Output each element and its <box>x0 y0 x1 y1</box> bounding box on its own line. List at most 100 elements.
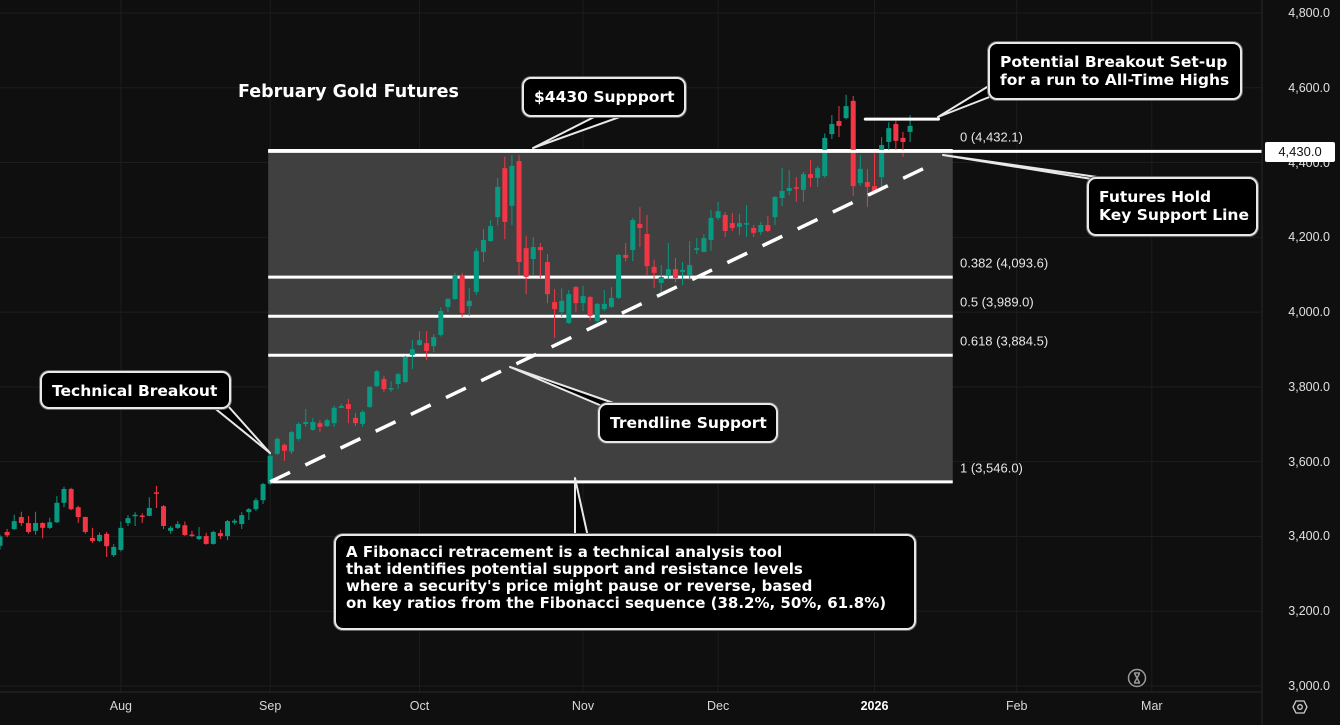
candle-body <box>488 226 494 242</box>
price-axis-label: 4,600.0 <box>1288 80 1330 95</box>
callout-futures-hold[interactable]: Futures Hold Key Support Line <box>1087 177 1258 236</box>
candle <box>395 372 401 390</box>
candle <box>544 254 550 304</box>
fib-level-label: 0 (4,432.1) <box>960 129 1023 145</box>
candle-body <box>530 247 536 260</box>
candle <box>118 521 124 552</box>
candle <box>246 508 252 520</box>
candle-body <box>217 533 223 537</box>
candle <box>54 496 60 523</box>
price-axis-label: 3,200.0 <box>1288 604 1330 619</box>
candle-body <box>722 214 728 231</box>
candle-body <box>729 223 735 228</box>
candle <box>473 248 479 295</box>
candle <box>601 290 607 311</box>
candle <box>416 331 422 346</box>
price-axis-label: 3,400.0 <box>1288 529 1330 544</box>
candle-body <box>345 404 351 409</box>
candle-body <box>61 488 67 503</box>
drawn-lines[interactable] <box>268 117 1262 484</box>
callout-fibonacci-note[interactable]: A Fibonacci retracement is a technical a… <box>334 534 916 630</box>
callout-line: Key Support Line <box>1099 206 1249 224</box>
candle-body <box>161 506 167 526</box>
candle-body <box>744 223 750 225</box>
candle <box>367 386 373 408</box>
candle-body <box>630 220 636 251</box>
candle <box>125 515 131 526</box>
candle-body <box>303 422 309 424</box>
callout-support[interactable]: $4430 Suppport <box>522 77 686 117</box>
candle <box>537 242 543 279</box>
settings-gear-icon[interactable] <box>1292 699 1308 720</box>
candle <box>281 443 287 461</box>
candle <box>438 307 444 337</box>
candle <box>779 168 785 206</box>
callout-trendline-support[interactable]: Trendline Support <box>598 403 778 443</box>
candle <box>374 370 380 387</box>
candle-body <box>40 522 46 528</box>
candle-body <box>111 546 117 556</box>
candle-body <box>793 187 799 189</box>
candle-body <box>466 300 472 307</box>
candle-body <box>225 521 231 537</box>
candle-body <box>779 190 785 199</box>
candle-body <box>445 299 451 307</box>
candle-body <box>310 422 316 430</box>
candle <box>225 519 231 541</box>
callout-technical-breakout-text: Technical Breakout <box>52 382 218 400</box>
candle-body <box>246 509 252 513</box>
candle <box>672 257 678 283</box>
candle-body <box>601 303 607 310</box>
candle <box>289 431 295 455</box>
candle <box>893 121 899 150</box>
support-price-tag: 4,430.0 <box>1265 142 1335 162</box>
candle-body <box>509 165 515 206</box>
candle-body <box>608 297 614 307</box>
callout-trendline-support-text: Trendline Support <box>610 414 767 432</box>
candle <box>260 482 266 504</box>
candle-body <box>850 100 856 187</box>
hourglass-icon[interactable] <box>1127 668 1147 693</box>
candle <box>388 381 394 393</box>
candle-body <box>168 527 174 531</box>
candle-body <box>175 524 181 528</box>
candle <box>466 288 472 316</box>
candle <box>516 155 522 276</box>
price-axis-label: 4,200.0 <box>1288 230 1330 245</box>
candle-body <box>580 296 586 304</box>
candle-body <box>353 417 358 424</box>
candle-body <box>651 266 657 273</box>
candle <box>89 527 95 543</box>
candle-body <box>139 515 145 518</box>
candle-body <box>289 432 295 452</box>
pointer-futures-hold <box>942 154 1119 181</box>
candle-body <box>758 224 764 233</box>
callout-breakout-setup[interactable]: Potential Breakout Set-up for a run to A… <box>988 42 1242 100</box>
trendline[interactable] <box>269 166 926 484</box>
time-axis-label: Nov <box>571 699 595 713</box>
candle <box>495 177 501 226</box>
candle-body <box>708 217 714 240</box>
candle-body <box>836 121 842 126</box>
time-axis-label: Mar <box>1141 699 1163 713</box>
candle <box>502 156 508 240</box>
candle <box>203 532 209 545</box>
candle <box>708 210 714 251</box>
candle-body <box>815 168 821 178</box>
candle <box>196 527 202 541</box>
candle-body <box>502 168 508 223</box>
callout-technical-breakout[interactable]: Technical Breakout <box>40 371 231 409</box>
candle-body <box>900 137 906 142</box>
time-axis-label: Aug <box>109 699 132 713</box>
chart-title: February Gold Futures <box>238 82 459 102</box>
candle-body <box>644 233 650 267</box>
price-axis-label: 3,600.0 <box>1288 454 1330 469</box>
candle <box>651 259 657 289</box>
candle <box>345 398 351 424</box>
candle-body <box>381 379 387 390</box>
candle-body <box>587 297 593 316</box>
candle <box>331 405 337 427</box>
candle <box>168 525 174 534</box>
candle <box>303 408 309 427</box>
